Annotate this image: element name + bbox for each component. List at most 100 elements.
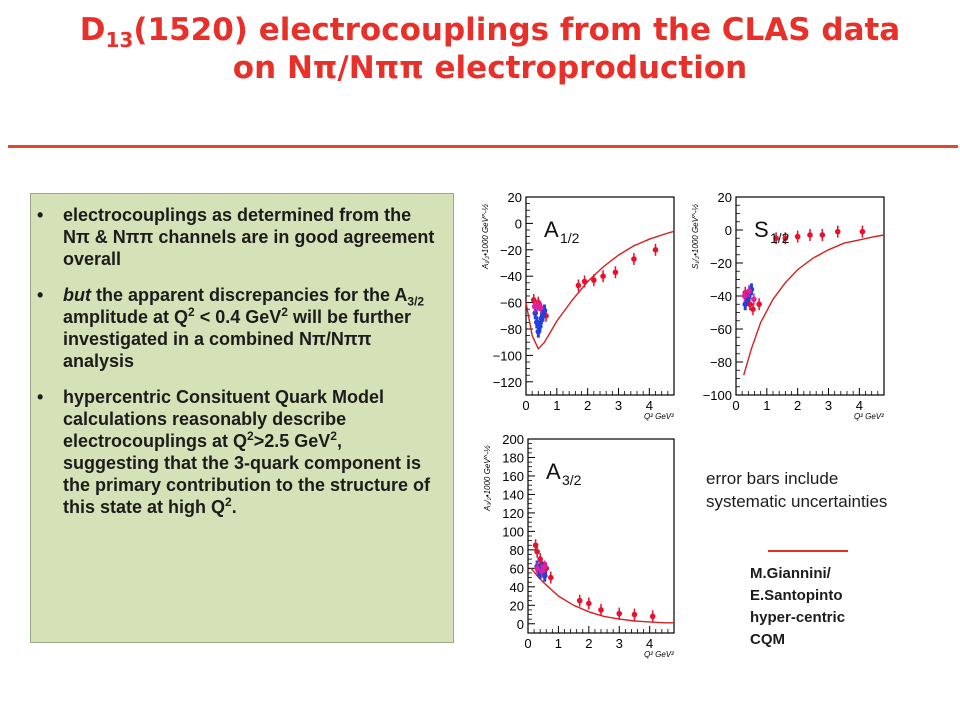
x-tick-label: 0 [732, 398, 739, 413]
model-curve [525, 230, 675, 351]
plot-frame [525, 196, 675, 396]
data-point [652, 247, 659, 253]
data-point [819, 232, 826, 238]
title-divider [8, 145, 958, 148]
x-axis-label: Q² GeV² [854, 412, 884, 421]
y-tick-label: −100 [493, 348, 522, 363]
data-point [591, 277, 597, 283]
summary-box: • electrocouplings as determined from the… [30, 193, 454, 643]
x-tick-label: 1 [553, 398, 560, 413]
data-point [750, 306, 756, 312]
title-line-2: on Nπ/Nππ electroproduction [232, 49, 748, 86]
x-tick-label: 4 [646, 398, 653, 413]
panel-label: A [546, 459, 561, 484]
x-tick-label: 2 [585, 636, 592, 651]
x-tick-label: 2 [794, 398, 801, 413]
y-tick-label: 0 [515, 216, 522, 231]
data-point [782, 235, 789, 242]
data-point [576, 597, 583, 604]
panel-label: A [544, 217, 559, 242]
bullet-discrepancies: • but the apparent discrepancies for the … [37, 285, 425, 371]
y-tick-label: 80 [510, 543, 524, 558]
note-line-2: systematic uncertainties [706, 492, 888, 511]
x-tick-label: 3 [616, 636, 623, 651]
data-point [773, 235, 779, 242]
y-tick-label: −100 [703, 388, 732, 403]
slide-title: D13(1520) electrocouplings from the CLAS… [0, 12, 960, 88]
y-tick-label: −80 [500, 322, 522, 337]
data-point [751, 296, 757, 303]
y-tick-label: 20 [508, 190, 522, 205]
title-line-1: D13(1520) electrocouplings from the CLAS… [79, 12, 901, 53]
data-point [600, 273, 606, 279]
data-point [741, 293, 748, 299]
data-point [631, 611, 638, 618]
chart-s12: 200−20−40−60−80−1000 1 2 3 4Q² GeV²S₁/₂•1000… [691, 190, 885, 421]
x-tick-label: 3 [615, 398, 622, 413]
data-point [598, 607, 604, 613]
data-point [586, 600, 592, 607]
model-curve [743, 234, 885, 376]
data-point [631, 256, 637, 262]
credit-line-4: CQM [750, 631, 785, 648]
data-point [534, 548, 540, 555]
x-tick-label: 1 [555, 636, 562, 651]
credit-line-1: M.Giannini/ [750, 565, 831, 582]
data-point [807, 232, 813, 238]
data-point [537, 323, 543, 330]
data-point [538, 568, 545, 574]
model-credit: M.Giannini/ E.Santopinto hyper-centric C… [750, 563, 845, 651]
panel-label-subscript: 1/2 [560, 230, 580, 246]
y-tick-label: 60 [510, 561, 524, 576]
error-bar-note: error bars include systematic uncertaint… [706, 467, 887, 513]
y-tick-label: 200 [502, 432, 524, 447]
y-tick-label: 180 [502, 450, 524, 465]
credit-divider [768, 550, 848, 552]
bullet-hypercentric-model: • hypercentric Consituent Quark Model cal… [37, 387, 431, 517]
data-point [575, 282, 582, 289]
data-point [612, 269, 619, 276]
data-point [649, 613, 656, 620]
y-axis-label: A₃/₂•1000 GeV^-½ [483, 445, 492, 512]
x-tick-label: 0 [524, 636, 531, 651]
bullet-marker: • [37, 205, 44, 225]
y-tick-label: −60 [710, 322, 732, 337]
model-curve [530, 567, 674, 624]
y-tick-label: 20 [718, 190, 732, 205]
x-tick-label: 1 [763, 398, 770, 413]
y-tick-label: −20 [500, 243, 522, 258]
panel-label: S [754, 217, 769, 242]
x-tick-label: 0 [522, 398, 529, 413]
x-tick-label: 4 [646, 636, 653, 651]
data-point [834, 228, 841, 235]
y-tick-label: −60 [500, 296, 522, 311]
y-tick-label: 40 [510, 580, 524, 595]
data-point [747, 301, 753, 308]
y-tick-label: 100 [502, 524, 524, 539]
panel-label-subscript: 1/2 [770, 230, 790, 246]
data-point [581, 278, 588, 285]
data-point [532, 310, 539, 316]
x-tick-label: 3 [825, 398, 832, 413]
x-tick-label: 4 [856, 398, 863, 413]
data-point [794, 233, 801, 240]
data-point [533, 319, 540, 326]
data-point [534, 565, 540, 572]
x-tick-label: 2 [584, 398, 591, 413]
y-tick-label: −80 [710, 355, 732, 370]
data-point [548, 574, 554, 581]
y-tick-label: 0 [517, 617, 524, 632]
data-point [746, 288, 752, 294]
y-tick-label: 120 [502, 506, 524, 521]
data-point [616, 610, 623, 617]
data-point [538, 305, 544, 311]
plot-frame [527, 438, 675, 634]
y-tick-label: 0 [725, 223, 732, 238]
data-point [541, 572, 548, 579]
credit-line-2: E.Santopinto [750, 587, 843, 604]
y-tick-label: −40 [710, 289, 732, 304]
panel-label-subscript: 3/2 [562, 472, 582, 488]
data-point [541, 563, 548, 570]
